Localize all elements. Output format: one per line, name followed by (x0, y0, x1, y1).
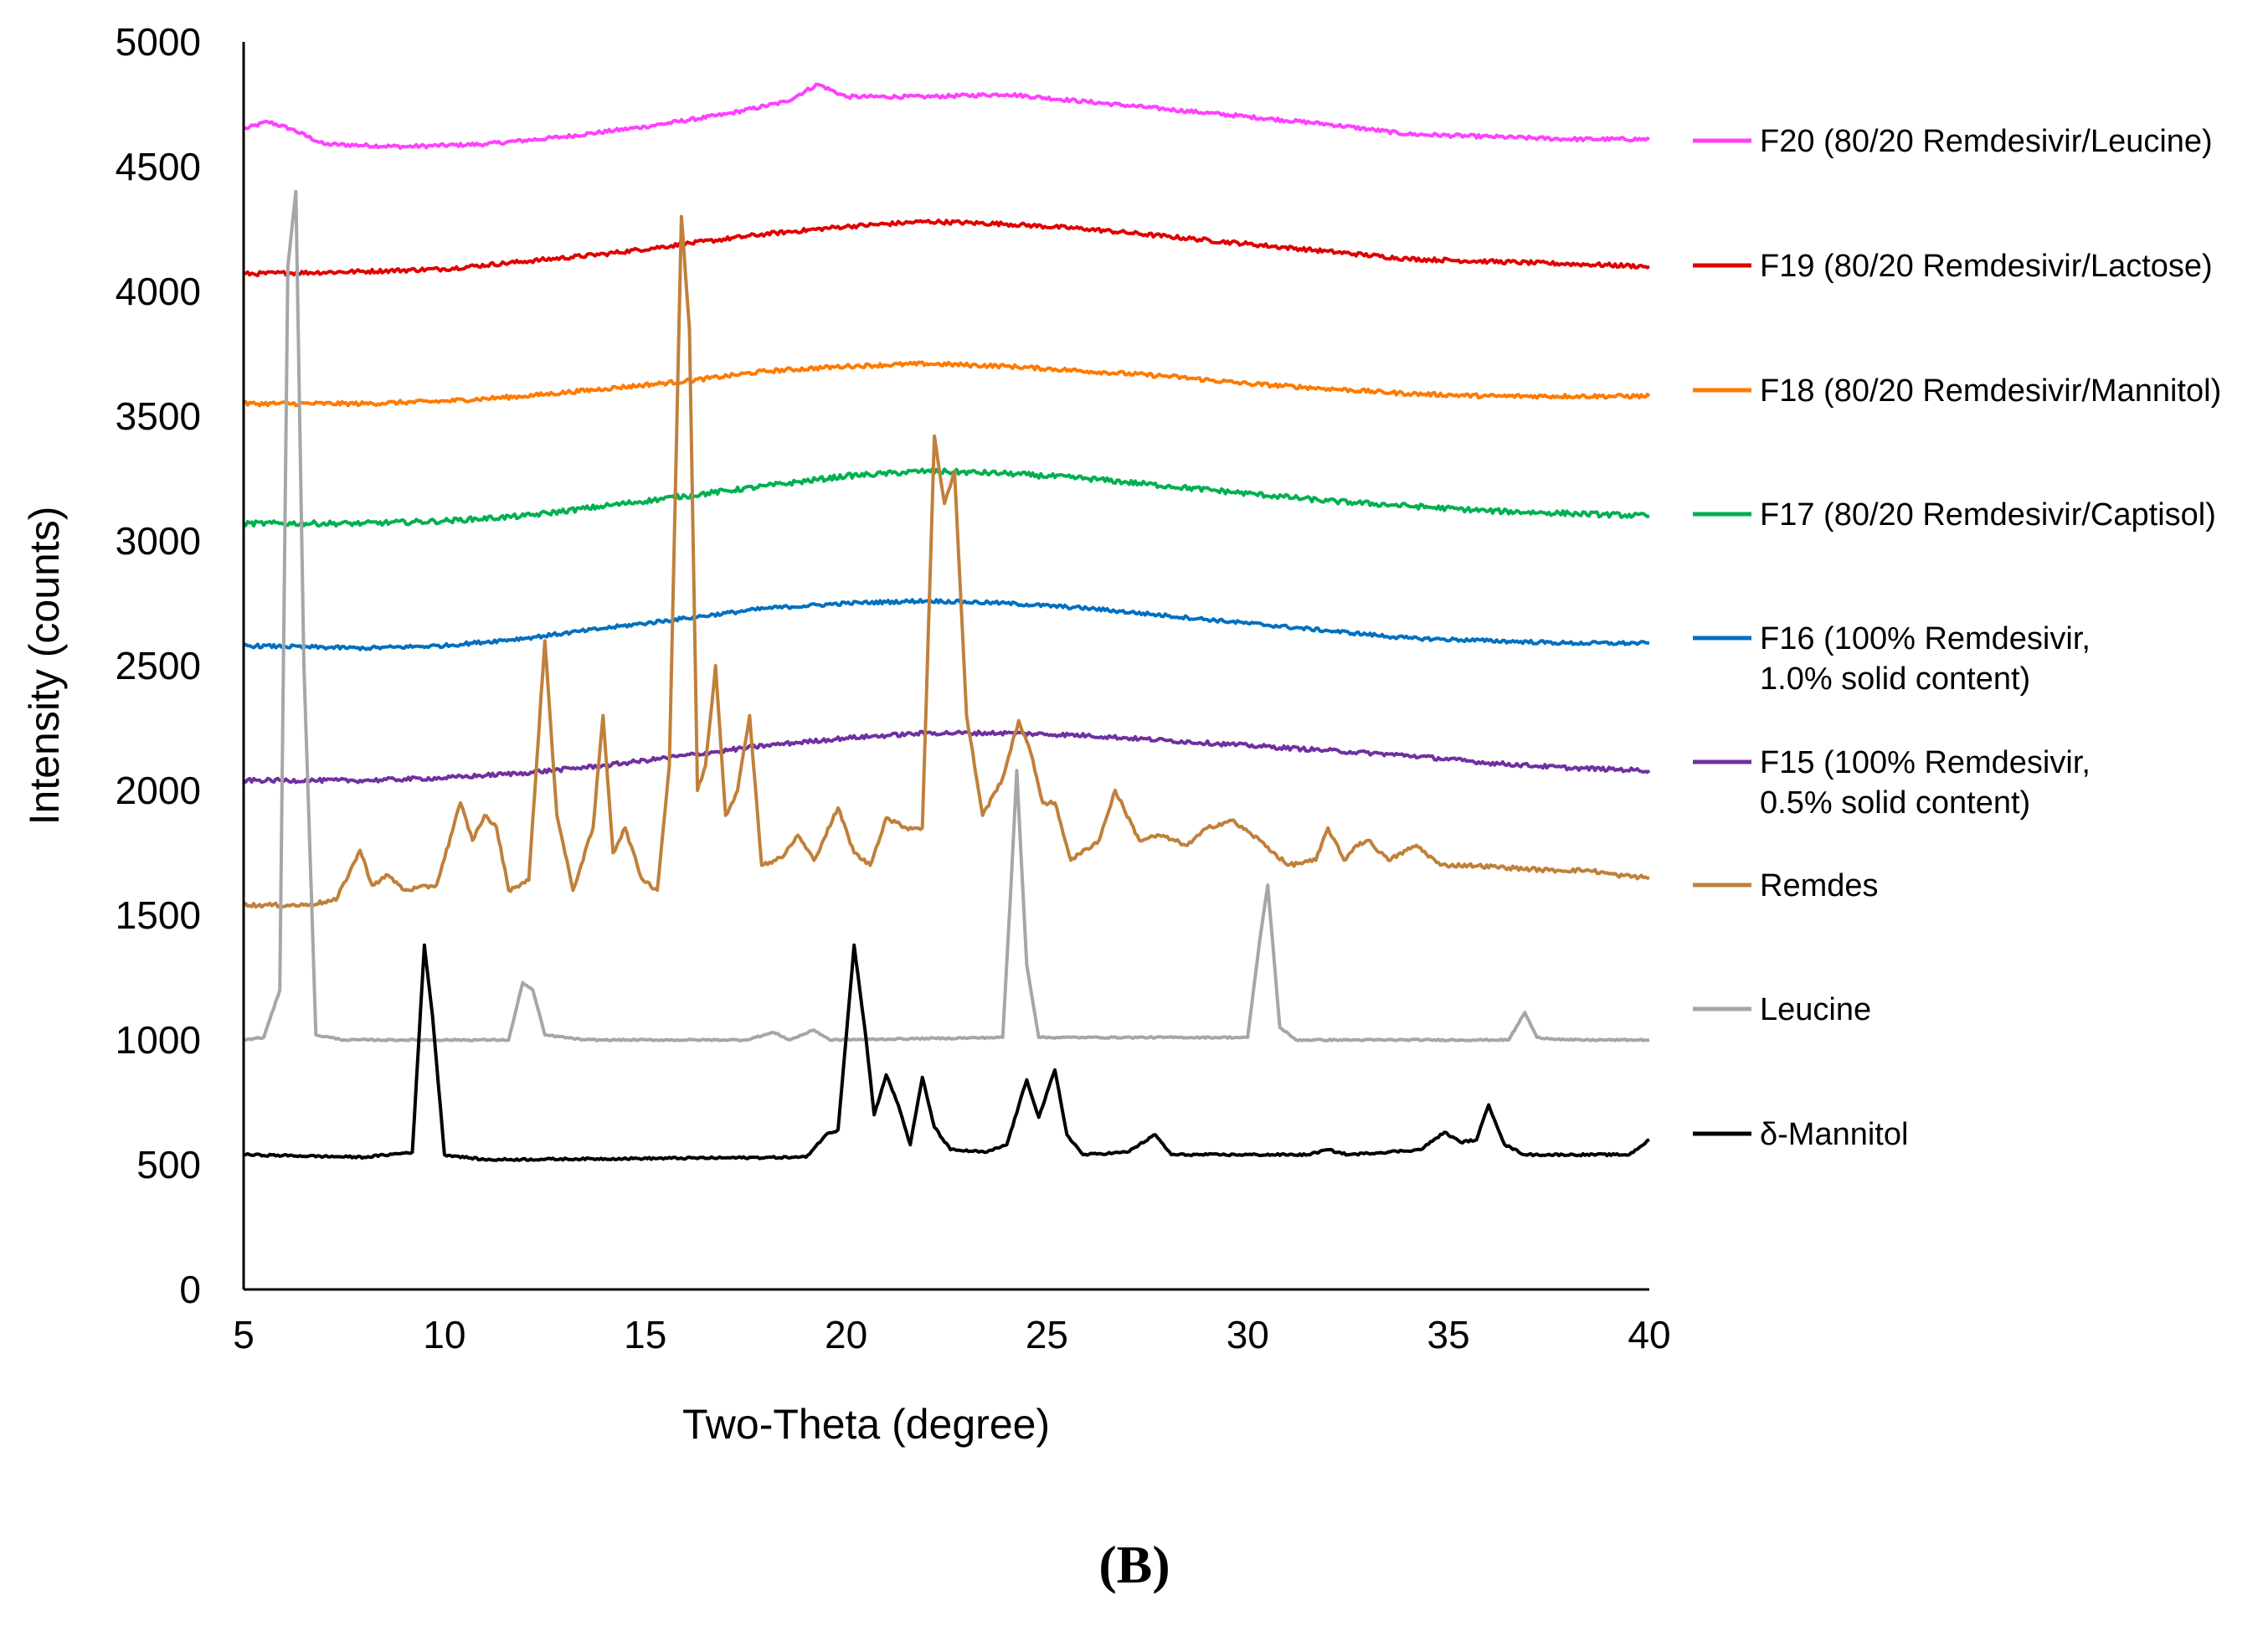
y-ticks: 0 500 1000 1500 2000 2500 3000 3500 4000 4500 5000 (116, 20, 201, 1311)
y-tick-label: 4000 (116, 270, 201, 313)
x-tick-label: 10 (423, 1313, 465, 1356)
series-line-0 (242, 82, 1650, 150)
legend-label: F15 (100% Remdesivir, 0.5% solid content) (1760, 745, 2091, 821)
series-line-3 (242, 467, 1650, 528)
series-line-8 (243, 943, 1650, 1162)
y-tick-label: 3000 (116, 519, 201, 563)
series-line-7 (243, 189, 1650, 1042)
x-tick-label: 30 (1227, 1313, 1269, 1356)
x-tick-label: 20 (825, 1313, 867, 1356)
y-tick-label: 4500 (116, 145, 201, 188)
series-layer (242, 82, 1651, 1162)
legend-label: Remdes (1760, 868, 1879, 903)
y-tick-label: 500 (136, 1143, 201, 1186)
y-tick-label: 1000 (116, 1018, 201, 1062)
legend-label: δ-Mannitol (1760, 1117, 1908, 1152)
legend-label: F19 (80/20 Remdesivir/Lactose) (1760, 249, 2213, 284)
series-line-1 (243, 219, 1651, 278)
x-tick-label: 40 (1628, 1313, 1670, 1356)
legend-label: F18 (80/20 Remdesivir/Mannitol) (1760, 373, 2221, 409)
y-axis-label: Intensity (counts) (21, 507, 68, 826)
legend-label: F17 (80/20 Remdesivir/Captisol) (1760, 497, 2216, 533)
panel-label: (B) (1098, 1535, 1170, 1594)
axes (242, 42, 1649, 1291)
x-tick-label: 25 (1026, 1313, 1068, 1356)
x-tick-label: 35 (1427, 1313, 1470, 1356)
series-line-2 (242, 360, 1651, 408)
y-tick-label: 1500 (116, 893, 201, 937)
x-tick-label: 15 (624, 1313, 666, 1356)
x-axis-label: Two-Theta (degree) (682, 1401, 1050, 1448)
legend-label: Leucine (1760, 992, 1871, 1027)
legend: F20 (80/20 Remdesivir/Leucine) F19 (80/20… (1693, 124, 2221, 1152)
series-line-5 (242, 729, 1651, 785)
x-ticks: 5 10 15 20 25 30 35 40 (233, 1313, 1670, 1356)
y-tick-label: 2000 (116, 769, 201, 812)
y-tick-label: 5000 (116, 20, 201, 64)
y-tick-label: 0 (179, 1268, 201, 1311)
y-tick-label: 3500 (116, 394, 201, 438)
series-line-6 (242, 214, 1650, 909)
x-tick-label: 5 (233, 1313, 255, 1356)
y-tick-label: 2500 (116, 644, 201, 687)
legend-label: F16 (100% Remdesivir, 1.0% solid content) (1760, 621, 2091, 697)
legend-label: F20 (80/20 Remdesivir/Leucine) (1760, 124, 2213, 159)
series-line-4 (242, 598, 1650, 651)
